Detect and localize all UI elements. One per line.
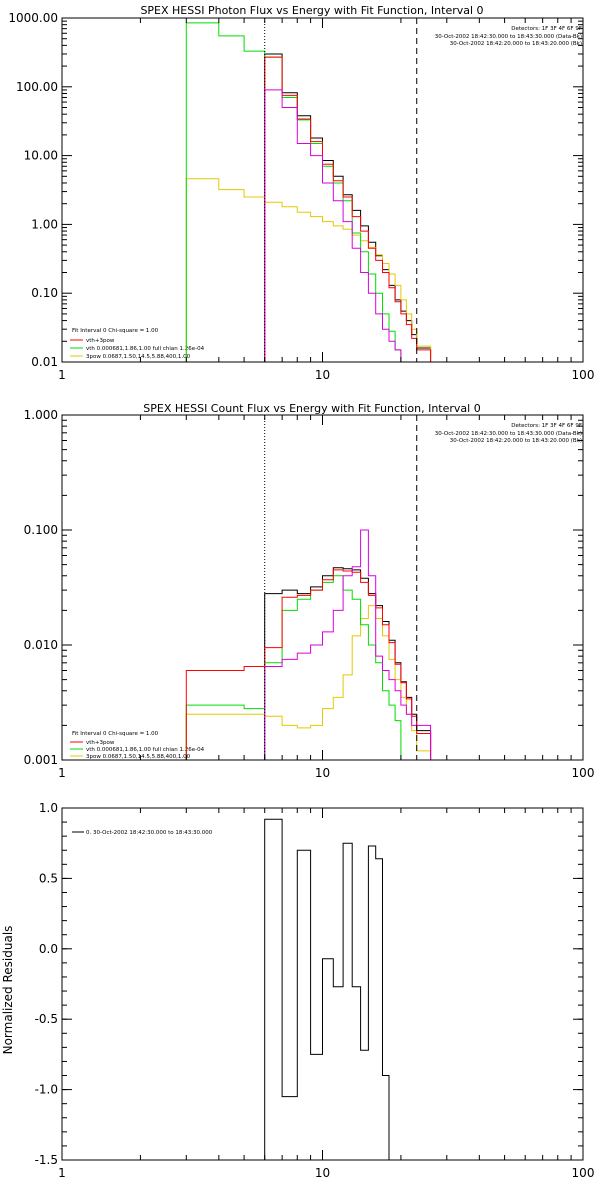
residuals-legend-interval: 0. 30-Oct-2002 18:42:30.000 to 18:43:30.… (86, 830, 213, 836)
residuals-series-group (264, 818, 390, 1160)
count-flux-y-tick-label: 1.000 (24, 408, 58, 422)
count-flux-y-tick-label: 0.100 (24, 523, 58, 537)
count-flux-legend-powerlaw: 3pow 0.0687,1.50,14.5,5.88,400,1.00 (86, 754, 191, 760)
photon-flux-legend-powerlaw: 3pow 0.0687,1.50,14.5,5.88,400,1.00 (86, 354, 191, 360)
count-flux-panel: SPEX HESSI Count Flux vs Energy with Fit… (24, 402, 595, 780)
photon-flux-x-tick-label: 10 (315, 368, 330, 382)
photon-flux-header: Detectors: 1F 3F 4F 6F 9F 30-Oct-2002 18… (435, 26, 582, 47)
photon-flux-title: SPEX HESSI Photon Flux vs Energy with Fi… (140, 4, 483, 17)
photon-flux-y-tick-label: 0.10 (31, 286, 58, 300)
photon-flux-y-tick-label: 1.00 (31, 217, 58, 231)
count-flux-header-data-interval: 30-Oct-2002 18:42:30.000 to 18:43:30.000… (435, 431, 582, 437)
count-flux-series-background-line (264, 529, 432, 760)
count-flux-series-group (185, 529, 439, 760)
count-flux-x-tick-label: 1 (58, 766, 66, 780)
count-flux-header: Detectors: 1F 3F 4F 6F 9F 30-Oct-2002 18… (435, 423, 582, 444)
photon-flux-series-total-line (264, 56, 432, 362)
photon-flux-y-tick-label: 0.01 (31, 355, 58, 369)
count-flux-legend-fit-interval: Fit Interval 0 Chi-square = 1.00 (72, 731, 159, 737)
residuals-legend: 0. 30-Oct-2002 18:42:30.000 to 18:43:30.… (72, 830, 213, 836)
count-flux-series-total-line (185, 569, 432, 760)
residuals-y-tick-label: 0.5 (39, 871, 58, 885)
photon-flux-x-tick-label: 1 (58, 368, 66, 382)
residuals-panel: Normalized Residuals 0. 30-Oct-2002 18:4… (1, 801, 594, 1180)
count-flux-y-tick-label: 0.001 (24, 753, 58, 767)
photon-flux-legend: Fit Interval 0 Chi-square = 1.00 vth+3po… (70, 328, 205, 360)
residuals-x-tick-label: 1 (58, 1166, 66, 1180)
count-flux-header-bk-interval: 30-Oct-2002 18:42:20.000 to 18:43:20.000… (450, 438, 582, 444)
residuals-y-tick-label: -1.5 (35, 1153, 58, 1167)
photon-flux-legend-fit-interval: Fit Interval 0 Chi-square = 1.00 (72, 328, 159, 334)
photon-flux-header-bk-interval: 30-Oct-2002 18:42:20.000 to 18:43:20.000… (450, 41, 582, 47)
residuals-y-tick-label: 1.0 (39, 801, 58, 815)
photon-flux-plot-area: 1 10 100 0.01 0.10 1.00 10.00 100.00 1000.00 (8, 11, 594, 382)
residuals-plot-area: 1 10 100 -1.5 -1.0 -0.5 0.0 0.5 1.0 (35, 801, 595, 1180)
count-flux-y-tick-label: 0.010 (24, 638, 58, 652)
photon-flux-x-tick-label: 100 (572, 368, 595, 382)
count-flux-header-detectors: Detectors: 1F 3F 4F 6F 9F (511, 423, 582, 429)
photon-flux-series-background-line (264, 89, 412, 362)
count-flux-x-tick-label: 100 (572, 766, 595, 780)
count-flux-x-tick-label: 10 (315, 766, 330, 780)
residuals-y-tick-label: -0.5 (35, 1012, 58, 1026)
residuals-series-residuals-line (264, 818, 390, 1160)
photon-flux-header-detectors: Detectors: 1F 3F 4F 6F 9F (511, 26, 582, 32)
residuals-y-tick-label: 0.0 (39, 942, 58, 956)
photon-flux-legend-total: vth+3pow (86, 338, 115, 344)
photon-flux-legend-thermal: vth 0.000681,1.86,1.00 full chian 1.26e-… (86, 346, 205, 352)
residuals-x-tick-label: 10 (315, 1166, 330, 1180)
residuals-ylabel: Normalized Residuals (1, 926, 15, 1055)
photon-flux-y-tick-label: 100.00 (16, 80, 58, 94)
photon-flux-y-tick-label: 10.00 (24, 149, 58, 163)
residuals-x-tick-label: 100 (572, 1166, 595, 1180)
count-flux-legend-total: vth+3pow (86, 740, 115, 746)
count-flux-legend: Fit Interval 0 Chi-square = 1.00 vth+3po… (70, 731, 205, 760)
count-flux-title: SPEX HESSI Count Flux vs Energy with Fit… (143, 402, 480, 415)
photon-flux-panel: SPEX HESSI Photon Flux vs Energy with Fi… (8, 4, 594, 382)
photon-flux-y-tick-label: 1000.00 (8, 11, 58, 25)
residuals-y-tick-label: -1.0 (35, 1083, 58, 1097)
photon-flux-header-data-interval: 30-Oct-2002 18:42:30.000 to 18:43:30.000… (435, 34, 582, 40)
count-flux-plot-area: 1 10 100 0.001 0.010 0.100 1.000 (24, 408, 595, 780)
count-flux-legend-thermal: vth 0.000681,1.86,1.00 full chian 1.26e-… (86, 747, 205, 753)
